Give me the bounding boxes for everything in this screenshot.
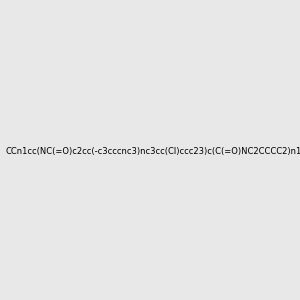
Text: CCn1cc(NC(=O)c2cc(-c3cccnc3)nc3cc(Cl)ccc23)c(C(=O)NC2CCCC2)n1: CCn1cc(NC(=O)c2cc(-c3cccnc3)nc3cc(Cl)ccc… (6, 147, 300, 156)
